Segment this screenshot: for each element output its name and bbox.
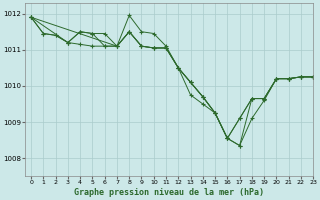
X-axis label: Graphe pression niveau de la mer (hPa): Graphe pression niveau de la mer (hPa) (74, 188, 264, 197)
